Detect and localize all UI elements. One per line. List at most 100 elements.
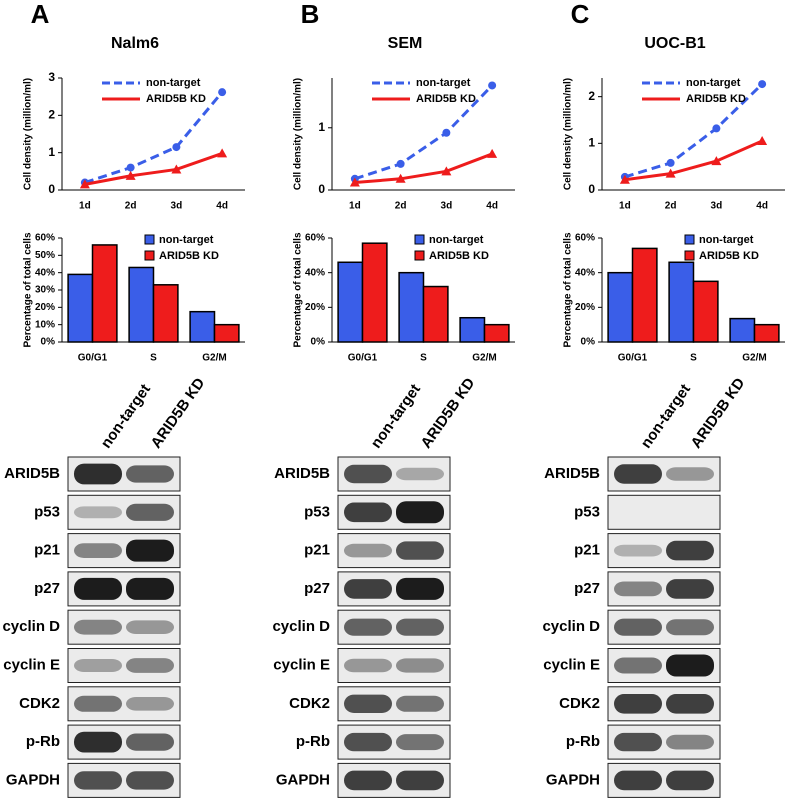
protein-label: p21 <box>304 542 330 559</box>
protein-label: cyclin E <box>3 656 60 673</box>
marker <box>172 143 181 152</box>
bar <box>337 261 364 343</box>
blot-band <box>344 658 392 673</box>
marker <box>487 148 498 158</box>
blot-band <box>666 467 714 481</box>
panel-letter: A <box>31 0 50 29</box>
blot-band <box>396 770 444 791</box>
bar <box>753 323 780 343</box>
marker <box>218 88 227 97</box>
lane-label: non-target <box>368 381 424 452</box>
blot-band <box>666 694 714 714</box>
y-tick-label: 1 <box>588 136 595 150</box>
x-tick-label: 1d <box>349 201 361 212</box>
marker <box>757 136 768 145</box>
x-tick-label: 2d <box>665 201 677 212</box>
blot-band <box>396 734 444 751</box>
legend-label: ARID5B KD <box>159 250 219 262</box>
protein-label: CDK2 <box>289 695 330 712</box>
legend-swatch <box>684 250 695 261</box>
lane-label: ARID5B KD <box>148 375 209 452</box>
legend-swatch <box>414 234 425 245</box>
blot-band <box>614 732 662 752</box>
blot-band <box>344 694 392 713</box>
blot-band <box>666 579 714 599</box>
protein-label: CDK2 <box>19 695 60 712</box>
y-axis-label: Cell density (million/ml) <box>293 78 304 190</box>
blot-band <box>126 771 174 790</box>
marker <box>488 81 497 90</box>
series-line <box>624 139 763 182</box>
blot-band <box>666 540 714 561</box>
blot-band <box>74 731 122 753</box>
marker <box>125 170 136 180</box>
y-axis-label: Cell density (million/ml) <box>23 78 34 190</box>
marker <box>217 148 228 158</box>
y-tick-label: 50% <box>35 250 55 261</box>
protein-label: ARID5B <box>274 465 330 482</box>
marker <box>126 163 135 172</box>
blot-band <box>666 770 714 791</box>
y-tick-label: 0% <box>581 337 596 348</box>
bar <box>607 271 634 343</box>
x-tick-label: G0/G1 <box>78 353 108 364</box>
x-tick-label: 2d <box>125 201 137 212</box>
chart-title: Nalm6 <box>111 35 159 52</box>
y-tick-label: 40% <box>305 267 325 278</box>
protein-label: p53 <box>574 503 600 520</box>
blot-band <box>126 465 174 483</box>
marker <box>711 156 722 166</box>
protein-label: GAPDH <box>546 771 600 788</box>
protein-label: p27 <box>574 580 600 597</box>
protein-label: p21 <box>34 542 60 559</box>
y-axis-label: Percentage of total cells <box>563 232 574 347</box>
x-tick-label: G2/M <box>472 353 496 364</box>
bar <box>422 285 449 343</box>
x-tick-label: 3d <box>711 201 723 212</box>
legend-label: ARID5B KD <box>686 93 746 105</box>
bar <box>459 316 486 343</box>
x-tick-label: 3d <box>441 201 453 212</box>
y-tick-label: 0% <box>311 337 326 348</box>
legend-swatch <box>144 250 155 261</box>
marker <box>395 173 406 183</box>
legend-label: non-target <box>429 234 484 246</box>
protein-label: p21 <box>574 542 600 559</box>
blot-band <box>74 463 122 485</box>
blot-band <box>74 577 122 600</box>
blot-band <box>74 659 122 672</box>
protein-label: p27 <box>304 580 330 597</box>
bar <box>361 242 388 343</box>
panel-letter: B <box>301 0 320 29</box>
protein-label: p-Rb <box>26 733 60 750</box>
marker <box>666 158 675 167</box>
x-tick-label: G2/M <box>202 353 226 364</box>
y-tick-label: 20% <box>35 302 55 313</box>
y-tick-label: 1 <box>318 120 325 134</box>
blot-band <box>344 464 392 484</box>
legend-label: non-target <box>699 234 754 246</box>
blot-box <box>607 494 721 530</box>
legend-label: ARID5B KD <box>146 93 206 105</box>
bar <box>692 280 719 343</box>
protein-label: ARID5B <box>544 465 600 482</box>
protein-label: cyclin E <box>273 656 330 673</box>
y-tick-label: 0 <box>318 182 325 196</box>
bar <box>91 244 118 343</box>
legend-swatch <box>684 234 695 245</box>
protein-label: ARID5B <box>4 465 60 482</box>
blot-band <box>74 543 122 558</box>
blot-band <box>666 654 714 677</box>
protein-label: p-Rb <box>296 733 330 750</box>
y-tick-label: 20% <box>575 302 595 313</box>
y-tick-label: 3 <box>48 70 55 84</box>
blot-band <box>126 539 174 562</box>
y-tick-label: 40% <box>35 267 55 278</box>
protein-label: cyclin D <box>2 618 60 635</box>
blot-band <box>396 501 444 524</box>
series-line <box>624 82 764 179</box>
y-tick-label: 0 <box>48 182 55 196</box>
blot-band <box>396 658 444 673</box>
y-tick-label: 0% <box>41 337 56 348</box>
y-tick-label: 40% <box>575 267 595 278</box>
